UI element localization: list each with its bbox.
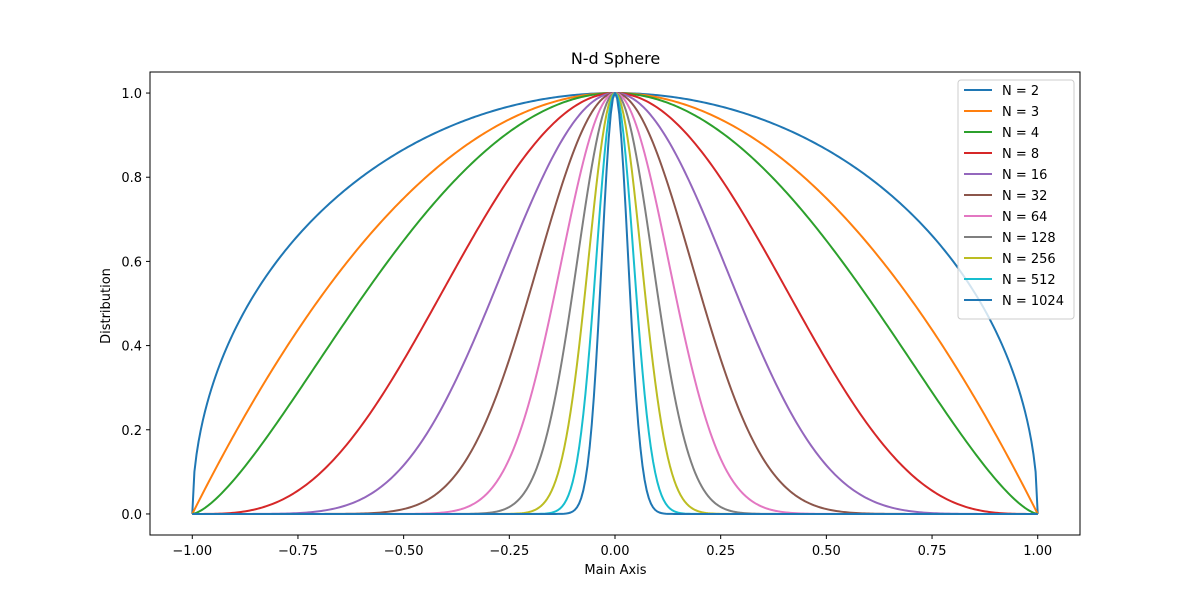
series-line-n4 bbox=[192, 92, 1038, 515]
legend-label: N = 8 bbox=[1002, 147, 1039, 162]
y-tick-label: 1.0 bbox=[121, 87, 142, 102]
x-tick-label: 0.25 bbox=[706, 544, 735, 559]
legend-label: N = 4 bbox=[1002, 126, 1039, 141]
y-tick-label: 0.0 bbox=[121, 508, 142, 523]
legend-label: N = 32 bbox=[1002, 189, 1047, 204]
legend-box bbox=[957, 79, 1075, 320]
legend: N = 2 N = 3 N = 4 N = 8 N = 16 N = 32 N = 64 N … bbox=[957, 79, 1075, 320]
y-axis-label: Distribution bbox=[99, 268, 114, 344]
series-line-n2 bbox=[191, 92, 1039, 515]
legend-label: N = 128 bbox=[1002, 231, 1056, 246]
plot-frame bbox=[149, 71, 1081, 536]
y-tick-label: 0.8 bbox=[121, 171, 142, 186]
series-line-n32 bbox=[192, 92, 1038, 515]
x-axis-label: Main Axis bbox=[584, 563, 646, 578]
plot-area bbox=[149, 71, 1081, 536]
x-axis-ticks: −1.00 −0.75 −0.50 −0.25 0.00 0.25 0.50 0.75 1.00 bbox=[172, 535, 1052, 559]
x-tick-label: −0.25 bbox=[489, 544, 529, 559]
series-line-n256 bbox=[192, 92, 1038, 515]
y-axis-ticks: 0.0 0.2 0.4 0.6 0.8 1.0 bbox=[121, 87, 150, 523]
legend-label: N = 64 bbox=[1002, 210, 1047, 225]
x-tick-label: 0.50 bbox=[812, 544, 841, 559]
y-tick-label: 0.4 bbox=[121, 340, 142, 355]
legend-label: N = 256 bbox=[1002, 252, 1056, 267]
legend-label: N = 3 bbox=[1002, 105, 1039, 120]
series-line-n512 bbox=[192, 92, 1038, 515]
y-tick-label: 0.2 bbox=[121, 424, 142, 439]
legend-label: N = 1024 bbox=[1002, 294, 1064, 309]
series-line-n8 bbox=[192, 92, 1038, 515]
series-line-n1024 bbox=[192, 92, 1038, 515]
y-tick-label: 0.6 bbox=[121, 255, 142, 270]
chart-title: N-d Sphere bbox=[571, 49, 660, 68]
x-tick-label: −0.75 bbox=[278, 544, 318, 559]
series-line-n128 bbox=[192, 92, 1038, 515]
x-tick-label: 0.75 bbox=[918, 544, 947, 559]
x-tick-label: 1.00 bbox=[1023, 544, 1052, 559]
legend-label: N = 16 bbox=[1002, 168, 1047, 183]
series-line-n16 bbox=[192, 92, 1038, 515]
series-line-n64 bbox=[192, 92, 1038, 515]
series-line-n3 bbox=[191, 92, 1039, 515]
legend-label: N = 512 bbox=[1002, 273, 1056, 288]
x-tick-label: 0.00 bbox=[601, 544, 630, 559]
legend-label: N = 2 bbox=[1002, 84, 1039, 99]
x-tick-label: −1.00 bbox=[172, 544, 212, 559]
x-tick-label: −0.50 bbox=[384, 544, 424, 559]
